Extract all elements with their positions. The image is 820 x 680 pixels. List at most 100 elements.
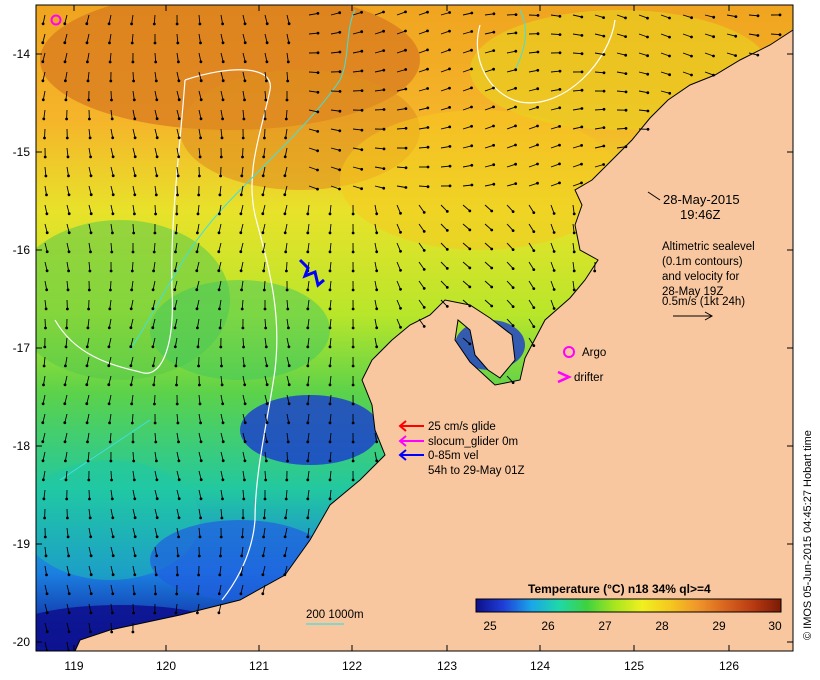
velocity-arrow xyxy=(638,33,649,39)
velocity-arrow xyxy=(286,337,291,349)
glider-legend: 25 cm/s glide slocum_glider 0m 0-85m vel… xyxy=(398,420,525,477)
velocity-arrow xyxy=(63,432,68,444)
altimetry-line: Altimetric sealevel xyxy=(662,241,755,253)
velocity-arrow xyxy=(218,185,222,197)
velocity-arrow xyxy=(484,49,496,54)
velocity-arrow xyxy=(86,451,90,463)
velocity-arrow xyxy=(44,622,49,634)
velocity-arrow xyxy=(440,280,449,289)
velocity-arrow xyxy=(110,147,115,159)
velocity-arrow xyxy=(198,451,203,463)
velocity-arrow xyxy=(328,489,332,501)
velocity-arrow xyxy=(176,52,180,64)
velocity-arrow xyxy=(616,145,628,149)
velocity-arrow xyxy=(220,33,225,45)
velocity-arrow xyxy=(242,90,246,102)
velocity-arrow xyxy=(506,299,515,308)
velocity-arrow xyxy=(173,261,178,273)
velocity-arrow xyxy=(528,299,536,309)
velocity-arrow xyxy=(109,71,113,83)
velocity-arrow xyxy=(63,14,68,26)
velocity-arrow xyxy=(154,185,158,197)
velocity-arrow xyxy=(418,48,429,54)
velocity-arrow xyxy=(64,71,68,83)
velocity-arrow xyxy=(87,280,91,292)
colorbar xyxy=(475,598,782,613)
velocity-arrow xyxy=(396,126,408,130)
velocity-arrow xyxy=(109,261,113,273)
velocity-arrow xyxy=(197,185,201,197)
velocity-arrow xyxy=(484,67,495,73)
velocity-arrow xyxy=(110,603,114,615)
velocity-arrow xyxy=(396,318,402,329)
velocity-arrow xyxy=(440,48,451,54)
velocity-arrow xyxy=(328,356,332,368)
velocity-arrow xyxy=(107,356,112,368)
velocity-arrow xyxy=(154,470,159,482)
velocity-arrow xyxy=(176,90,181,102)
velocity-arrow xyxy=(396,48,407,54)
velocity-arrow xyxy=(550,88,562,92)
velocity-arrow xyxy=(462,11,474,16)
lon-tick: 123 xyxy=(437,659,457,673)
velocity-arrow xyxy=(351,432,355,444)
velocity-arrow xyxy=(594,107,606,111)
velocity-arrow xyxy=(110,622,114,634)
velocity-arrow xyxy=(286,375,291,387)
velocity-arrow xyxy=(42,375,46,387)
velocity-arrow xyxy=(484,12,496,16)
velocity-arrow xyxy=(506,31,518,35)
velocity-arrow xyxy=(704,14,716,19)
velocity-arrow xyxy=(110,204,115,216)
velocity-arrow xyxy=(506,318,515,327)
velocity-arrow xyxy=(242,109,246,121)
velocity-arrow xyxy=(660,52,671,58)
velocity-arrow xyxy=(328,337,332,349)
velocity-arrow xyxy=(682,33,693,39)
velocity-arrow xyxy=(85,394,90,406)
lon-tick: 125 xyxy=(624,659,644,673)
velocity-arrow xyxy=(594,144,606,149)
velocity-arrow xyxy=(264,318,268,330)
velocity-arrow xyxy=(110,109,114,121)
velocity-arrow xyxy=(682,71,693,77)
lat-tick: -15 xyxy=(13,145,31,159)
colorbar-title: Temperature (°C) n18 34% ql>=4 xyxy=(528,582,711,596)
velocity-arrow xyxy=(198,14,202,26)
velocity-arrow xyxy=(308,109,320,114)
velocity-arrow xyxy=(286,394,291,406)
velocity-arrow xyxy=(264,14,269,26)
lat-tick: -18 xyxy=(13,439,31,453)
velocity-arrow xyxy=(283,527,288,539)
velocity-arrow xyxy=(242,470,246,482)
velocity-arrow xyxy=(220,508,224,520)
velocity-arrow xyxy=(86,52,90,64)
velocity-arrow xyxy=(198,527,202,539)
velocity-arrow xyxy=(418,204,426,214)
velocity-arrow xyxy=(41,394,46,406)
velocity-arrow xyxy=(550,106,562,111)
velocity-arrow xyxy=(262,508,266,520)
velocity-arrow xyxy=(154,128,159,140)
velocity-arrow xyxy=(66,299,69,311)
velocity-arrow xyxy=(440,299,449,308)
velocity-arrow xyxy=(151,337,156,349)
velocity-arrow xyxy=(242,71,247,83)
velocity-arrow xyxy=(660,71,671,77)
velocity-arrow xyxy=(88,546,93,558)
credit-text: © IMOS 05-Jun-2015 04:45:27 Hobart time xyxy=(802,430,814,640)
velocity-arrow xyxy=(638,127,650,131)
velocity-arrow xyxy=(330,30,342,35)
velocity-arrow xyxy=(132,489,137,501)
velocity-arrow xyxy=(462,105,473,111)
lon-tick: 119 xyxy=(64,659,83,673)
velocity-arrow xyxy=(176,565,179,577)
velocity-arrow xyxy=(242,337,246,349)
velocity-arrow xyxy=(352,49,364,54)
velocity-arrow xyxy=(42,356,46,368)
velocity-arrow xyxy=(506,204,515,214)
velocity-arrow xyxy=(217,242,222,254)
argo-label: Argo xyxy=(582,347,606,359)
velocity-arrow xyxy=(418,242,426,252)
velocity-arrow xyxy=(506,223,515,233)
